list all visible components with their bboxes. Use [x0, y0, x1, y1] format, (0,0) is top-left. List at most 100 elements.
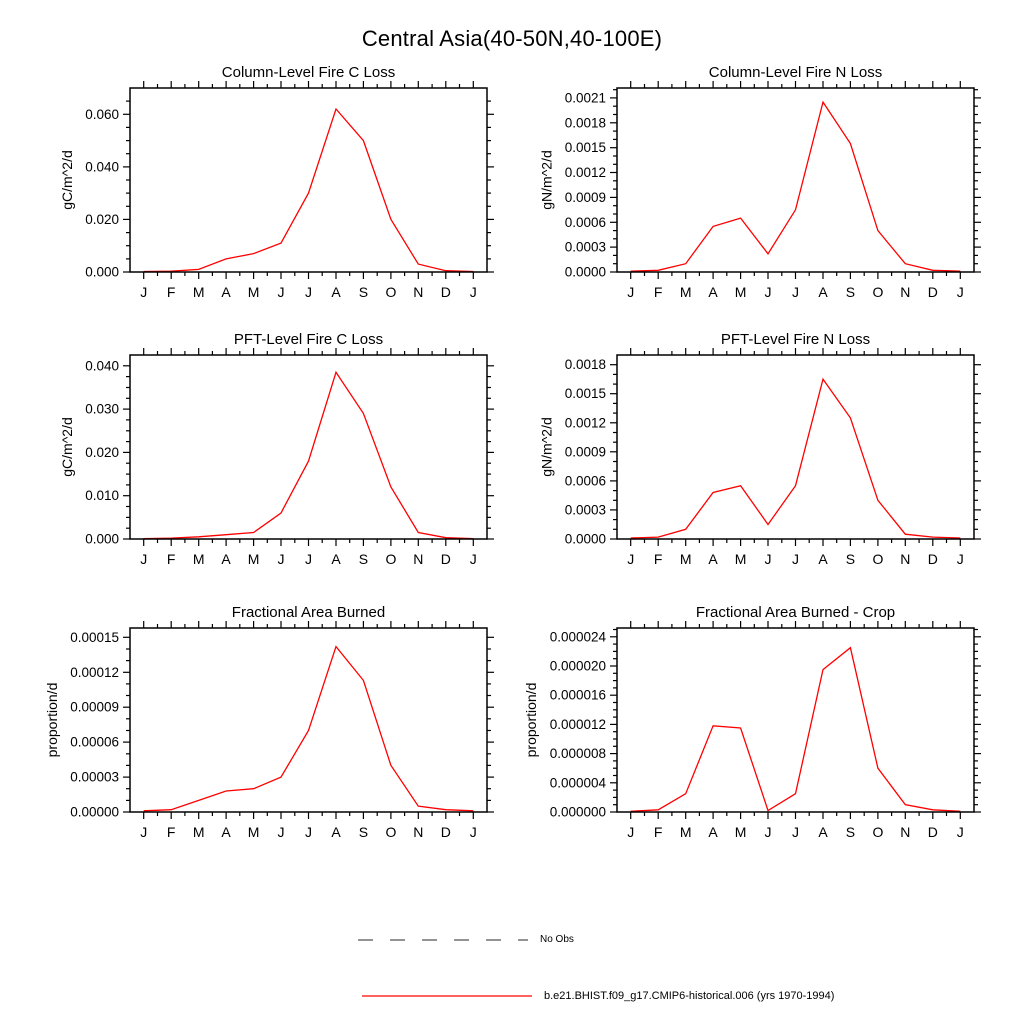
plot-box — [129, 627, 488, 813]
legend-model: b.e21.BHIST.f09_g17.CMIP6-historical.006… — [362, 990, 834, 1002]
x-tick-label: N — [413, 824, 423, 840]
x-tick-label: A — [221, 284, 231, 300]
chart-title: PFT-Level Fire C Loss — [234, 331, 383, 348]
plot-box — [129, 87, 488, 273]
y-tick-label: 0.0018 — [565, 115, 606, 130]
chart-svg: J F M A M J J A S O N D J0.0000000.0000040.0000080.0… — [523, 604, 981, 840]
chart-title: Column-Level Fire C Loss — [222, 64, 395, 81]
x-tick-label: M — [248, 284, 260, 300]
x-tick-label: A — [331, 824, 341, 840]
x-tick-label: A — [331, 284, 341, 300]
x-tick-label: F — [167, 551, 176, 567]
x-tick-label: J — [305, 551, 312, 567]
x-tick-label: M — [193, 284, 205, 300]
chart-title: Fractional Area Burned — [232, 604, 385, 621]
x-tick-label: J — [765, 284, 772, 300]
x-tick-label: M — [680, 284, 692, 300]
x-tick-label: J — [140, 824, 147, 840]
x-tick-label: A — [818, 551, 828, 567]
chart-svg: J F M A M J J A S O N D J0.00000.00030.00060.00090.0… — [538, 64, 981, 300]
x-tick-label: J — [957, 551, 964, 567]
x-tick-label: D — [441, 284, 451, 300]
plot-box — [616, 354, 975, 540]
x-tick-label: A — [708, 284, 718, 300]
panel-column-level-fire-c-loss: J F M A M J J A S O N D J 0.000 0.020 0.040 0.060 Column-… — [25, 54, 515, 339]
series-line — [143, 370, 474, 540]
x-tick-label: S — [846, 551, 855, 567]
y-axis-label: gN/m^2/d — [538, 417, 554, 476]
x-tick-label: J — [957, 824, 964, 840]
y-tick-label: 0.000024 — [550, 629, 607, 644]
x-tick-label: M — [735, 284, 747, 300]
series-line — [143, 107, 474, 273]
y-tick-label: 0.0006 — [565, 473, 606, 488]
y-tick-label: 0.000008 — [550, 746, 606, 761]
x-tick-label: J — [278, 551, 285, 567]
panel-pft-level-fire-n-loss: J F M A M J J A S O N D J 0.0000 0.0003 0.0006 0.0009 0.0… — [512, 321, 1002, 606]
panel-pft-level-fire-c-loss: J F M A M J J A S O N D J 0.000 0.010 0.020 0.030 0.040 PF… — [25, 321, 515, 606]
series-line — [143, 645, 474, 812]
y-tick-label: 0.0006 — [565, 215, 606, 230]
y-tick-label: 0.0000 — [565, 265, 606, 280]
y-tick-label: 0.000000 — [550, 805, 606, 820]
x-tick-label: J — [765, 551, 772, 567]
y-tick-label: 0.040 — [85, 358, 119, 373]
x-tick-label: J — [140, 551, 147, 567]
panel-fractional-area-burned-crop: J F M A M J J A S O N D J 0.000000 0.000004 0.000008 0.0… — [512, 594, 1002, 879]
figure-title: Central Asia(40-50N,40-100E) — [361, 26, 663, 51]
x-tick-label: A — [331, 551, 341, 567]
model-label: b.e21.BHIST.f09_g17.CMIP6-historical.006… — [544, 990, 835, 1002]
y-tick-label: 0.060 — [85, 107, 119, 122]
y-tick-label: 0.040 — [85, 159, 119, 174]
y-axis-label: gC/m^2/d — [59, 417, 75, 476]
x-tick-label: N — [413, 551, 423, 567]
panel-fractional-area-burned: J F M A M J J A S O N D J 0.00000 0.00003 0.00006 0.0000… — [25, 594, 515, 879]
x-tick-label: F — [654, 551, 663, 567]
chart-svg: J F M A M J J A S O N D J0.000000.000030.000060.0000… — [44, 604, 494, 840]
plot-box — [616, 627, 975, 813]
x-tick-label: M — [735, 551, 747, 567]
y-tick-label: 0.00012 — [70, 665, 119, 680]
x-tick-label: M — [680, 551, 692, 567]
series-line — [630, 100, 961, 272]
x-tick-label: J — [957, 284, 964, 300]
y-tick-label: 0.0000 — [565, 532, 606, 547]
y-tick-label: 0.00003 — [70, 770, 119, 785]
y-tick-label: 0.000 — [85, 532, 119, 547]
y-axis-label: proportion/d — [44, 683, 60, 758]
y-tick-label: 0.030 — [85, 402, 119, 417]
plot-box — [129, 354, 488, 540]
x-tick-label: F — [654, 824, 663, 840]
x-tick-label: D — [928, 284, 938, 300]
x-tick-label: J — [765, 824, 772, 840]
x-tick-label: A — [708, 824, 718, 840]
x-tick-label: M — [680, 824, 692, 840]
y-tick-label: 0.010 — [85, 488, 119, 503]
x-tick-label: S — [846, 824, 855, 840]
x-tick-label: O — [385, 284, 396, 300]
x-tick-label: M — [248, 551, 260, 567]
y-tick-label: 0.0003 — [565, 240, 606, 255]
x-tick-label: F — [167, 824, 176, 840]
series-line — [630, 377, 961, 539]
panel-column-level-fire-n-loss: J F M A M J J A S O N D J 0.0000 0.0003 0.0006 0.0009 0.0… — [512, 54, 1002, 339]
x-tick-label: F — [167, 284, 176, 300]
x-tick-label: A — [818, 284, 828, 300]
y-tick-label: 0.000020 — [550, 659, 606, 674]
y-tick-label: 0.020 — [85, 212, 119, 227]
x-tick-label: M — [193, 551, 205, 567]
x-tick-label: J — [627, 284, 634, 300]
x-tick-label: D — [928, 824, 938, 840]
no-obs-line-sample — [358, 938, 528, 941]
y-axis-label: proportion/d — [523, 683, 539, 758]
no-obs-label: No Obs — [540, 934, 574, 945]
chart-title: PFT-Level Fire N Loss — [721, 331, 870, 348]
x-tick-label: S — [359, 284, 368, 300]
y-tick-label: 0.0018 — [565, 357, 606, 372]
x-tick-label: A — [221, 551, 231, 567]
chart-svg: J F M A M J J A S O N D J0.0000.0200.0400.060Column-… — [59, 64, 494, 300]
x-tick-label: M — [735, 824, 747, 840]
y-tick-label: 0.00009 — [70, 700, 119, 715]
y-tick-label: 0.0021 — [565, 90, 606, 105]
x-tick-label: J — [792, 284, 799, 300]
